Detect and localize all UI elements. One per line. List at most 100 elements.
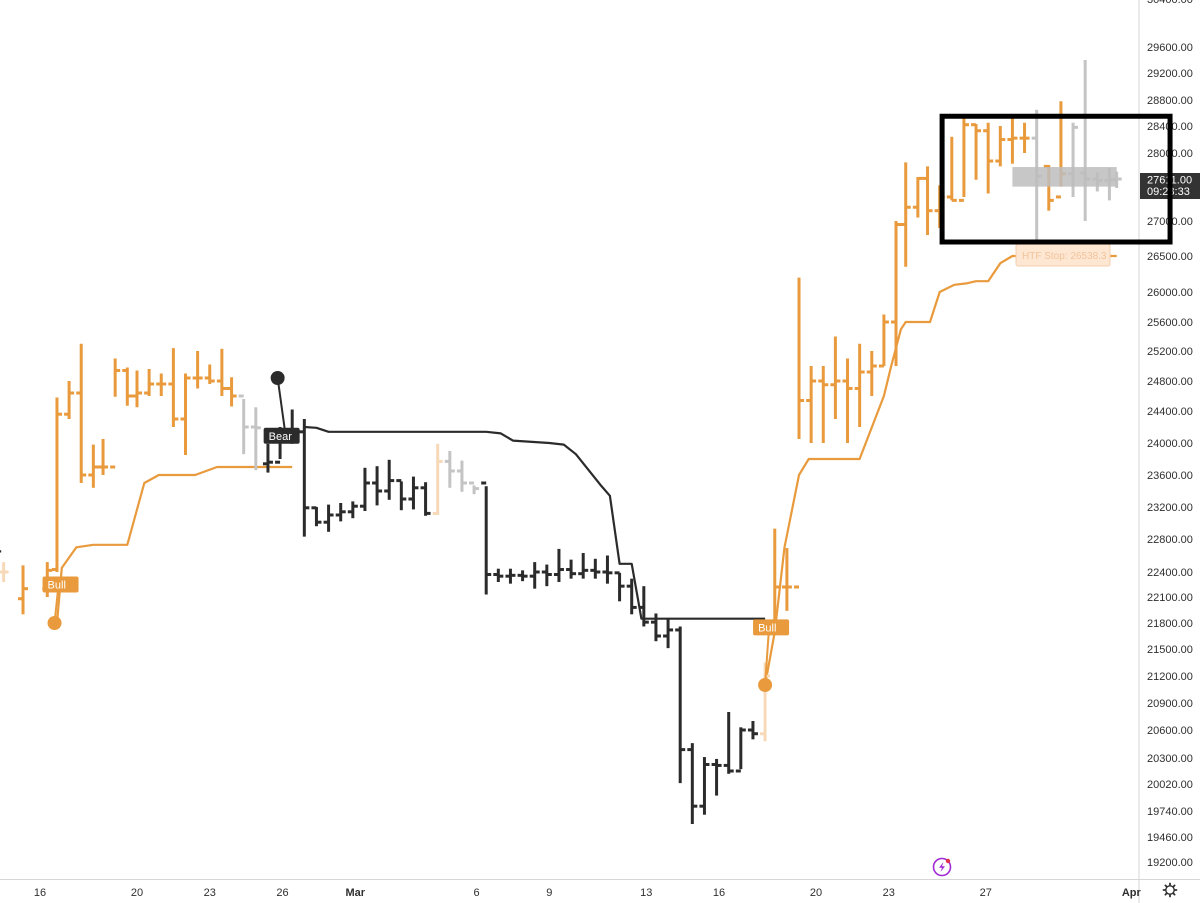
- ohlc-bar: [372, 466, 383, 506]
- price-tick-label: 26000.00: [1147, 287, 1193, 299]
- bear-signal-marker: Bear: [263, 371, 300, 444]
- ohlc-bar: [156, 373, 167, 396]
- ohlc-bar: [650, 613, 661, 642]
- ohlc-bar: [517, 570, 528, 582]
- ohlc-bar: [614, 571, 625, 602]
- ohlc-bar: [226, 377, 237, 407]
- ohlc-bar: [854, 343, 865, 427]
- time-tick-label: 20: [131, 887, 143, 899]
- price-tick-label: 29600.00: [1147, 42, 1193, 54]
- price-tick-label: 20300.00: [1147, 753, 1193, 765]
- marker-dot: [758, 678, 773, 692]
- ohlc-bar: [590, 558, 601, 579]
- price-tick-label: 24000.00: [1147, 438, 1193, 450]
- time-tick-label: 16: [713, 887, 725, 899]
- ohlc-bar: [180, 373, 191, 455]
- marker-label: Bear: [269, 431, 293, 443]
- time-tick-label: Mar: [346, 887, 366, 899]
- ohlc-bar: [891, 221, 902, 366]
- ohlc-bar: [396, 479, 407, 511]
- time-tick-label: 23: [204, 887, 216, 899]
- ohlc-bar: [723, 712, 734, 774]
- ohlc-bar: [553, 548, 564, 582]
- marker-stem: [276, 377, 287, 436]
- ohlc-bar: [64, 381, 75, 419]
- lightning-icon[interactable]: [932, 857, 952, 877]
- price-tick-label: 19460.00: [1147, 832, 1193, 844]
- price-tick-label: 24800.00: [1147, 376, 1193, 388]
- time-tick-label: 6: [473, 887, 479, 899]
- consolidation-box: [939, 113, 1173, 245]
- bull-stop-line: [55, 465, 293, 624]
- ohlc-bar: [323, 504, 334, 532]
- ohlc-bar: [359, 467, 370, 511]
- ohlc-bar: [541, 564, 552, 587]
- ohlc-bar: [444, 451, 455, 488]
- time-tick-label: 9: [546, 887, 552, 899]
- price-tick-label: 21500.00: [1147, 644, 1193, 656]
- ohlc-bar: [1007, 118, 1018, 164]
- ohlc-bar: [878, 314, 889, 368]
- time-tick-label: 23: [883, 887, 895, 899]
- ohlc-bar: [747, 721, 758, 740]
- ohlc-bar: [781, 548, 792, 611]
- price-tick-label: 20900.00: [1147, 698, 1193, 710]
- price-tick-label: 22400.00: [1147, 567, 1193, 579]
- htf-stop-label: HTF Stop: 26538.3: [1015, 243, 1111, 267]
- ohlc-bar: [110, 358, 121, 469]
- marker-tag: [753, 619, 790, 636]
- price-tick-label: 29200.00: [1147, 68, 1193, 80]
- marker-dot: [47, 616, 62, 630]
- htf-stop-text: HTF Stop: 26538.3: [1022, 251, 1107, 262]
- ohlc-bar: [663, 618, 674, 649]
- time-tick-label: Apr: [1122, 887, 1142, 899]
- ohlc-bar: [1019, 122, 1030, 153]
- price-tick-label: 23600.00: [1147, 470, 1193, 482]
- gear-icon[interactable]: [1162, 882, 1178, 898]
- ohlc-bar: [983, 122, 994, 194]
- ohlc-bar: [384, 459, 395, 500]
- ohlc-bar: [122, 367, 133, 406]
- ohlc-bar: [132, 370, 142, 408]
- ohlc-bar: [529, 562, 540, 589]
- ohlc-bar: [432, 443, 443, 515]
- ohlc-bar: [866, 351, 877, 396]
- ohlc-bar: [420, 482, 431, 516]
- ohlc-bar: [578, 553, 589, 579]
- ohlc-bar: [88, 444, 99, 488]
- ohlc-bar: [958, 116, 969, 202]
- bull-signal-marker: Bull: [42, 576, 79, 630]
- marker-label: Bull: [48, 580, 66, 592]
- ohlc-bar: [900, 162, 911, 267]
- ohlc-bar: [687, 743, 698, 824]
- price-tick-label: 26500.00: [1147, 251, 1193, 263]
- ohlc-bar: [204, 364, 215, 384]
- ohlc-bar: [98, 439, 109, 475]
- ohlc-bar: [946, 136, 957, 202]
- marker-label: Bull: [758, 622, 776, 634]
- ohlc-bar: [638, 586, 649, 627]
- ohlc-bar: [299, 419, 310, 537]
- bull-signal-marker: Bull: [753, 619, 790, 692]
- ohlc-bar: [238, 394, 249, 455]
- marker-tag: [263, 427, 300, 444]
- ohlc-bar: [144, 369, 155, 396]
- price-tick-label: 25600.00: [1147, 317, 1193, 329]
- price-tick-label: 20020.00: [1147, 779, 1193, 791]
- time-tick-label: 26: [276, 887, 288, 899]
- ohlc-bar: [505, 568, 516, 584]
- price-tick-label: 22100.00: [1147, 592, 1193, 604]
- marker-stem: [764, 627, 771, 686]
- ohlc-bar: [481, 481, 492, 595]
- ohlc-bar: [76, 343, 87, 483]
- ohlc-bar: [971, 123, 982, 180]
- price-tick-label: 23200.00: [1147, 502, 1193, 514]
- time-axis[interactable]: 16 20 23 26 Mar 6 9 13 16 20 23 27 Apr: [34, 887, 1142, 899]
- ohlc-bar: [818, 366, 829, 443]
- ohlc-bar: [602, 555, 613, 584]
- ohlc-bar: [408, 476, 419, 510]
- time-tick-label: 20: [810, 887, 822, 899]
- ohlc-bar: [830, 336, 841, 419]
